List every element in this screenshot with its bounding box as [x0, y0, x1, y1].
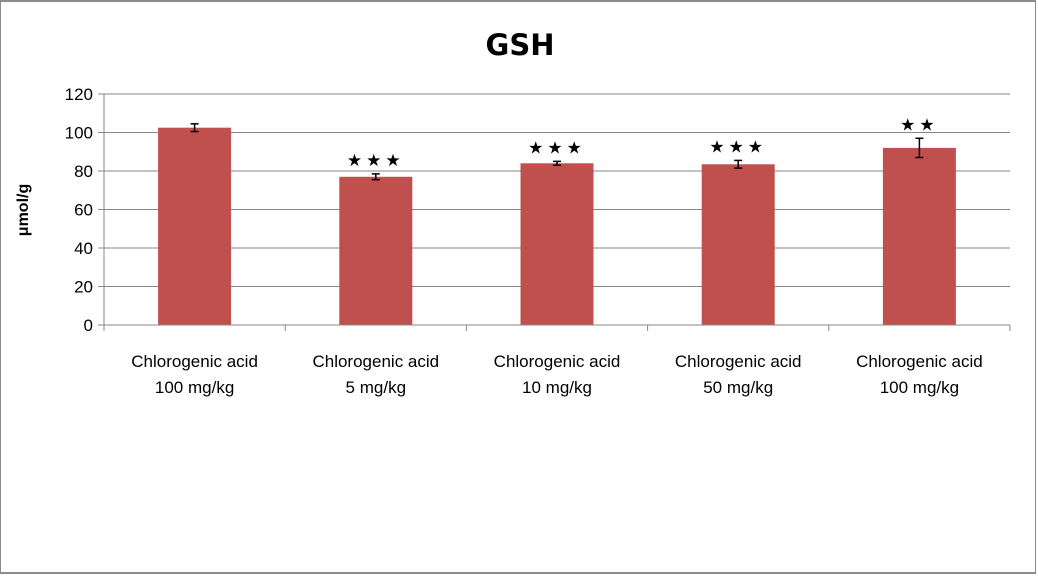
y-tick-label: 120	[65, 85, 93, 104]
bars	[158, 127, 956, 325]
x-category-label: Chlorogenic acid	[494, 352, 621, 371]
y-axis-ticks: 0 20 40 60 80 100 120	[65, 85, 104, 335]
significance-stars: ★★★	[528, 138, 586, 158]
x-category-label: Chlorogenic acid	[856, 352, 983, 371]
y-axis-label: μmol/g	[15, 184, 32, 236]
y-tick-label: 100	[65, 124, 93, 143]
x-category-label: 50 mg/kg	[703, 378, 773, 397]
bar	[882, 147, 956, 325]
bar	[339, 176, 413, 325]
x-category-label: 100 mg/kg	[155, 378, 234, 397]
y-tick-label: 60	[74, 201, 93, 220]
bar	[158, 127, 232, 325]
x-category-label: Chlorogenic acid	[312, 352, 439, 371]
x-category-label: 5 mg/kg	[346, 378, 406, 397]
bar	[701, 164, 775, 325]
significance-stars: ★★★	[709, 137, 767, 157]
x-category-label: Chlorogenic acid	[131, 352, 258, 371]
x-axis	[103, 94, 1011, 331]
significance-stars: ★★	[900, 115, 938, 135]
error-bars	[190, 123, 924, 181]
y-tick-label: 40	[74, 239, 93, 258]
x-category-label: 10 mg/kg	[522, 378, 592, 397]
y-tick-label: 0	[84, 316, 93, 335]
x-category-label: 100 mg/kg	[880, 378, 959, 397]
y-tick-label: 80	[74, 162, 93, 181]
bar	[520, 163, 594, 325]
y-tick-label: 20	[74, 278, 93, 297]
significance-stars: ★★★	[347, 151, 405, 171]
x-axis-category-labels: Chlorogenic acid 100 mg/kg Chlorogenic aci…	[131, 352, 982, 397]
x-category-label: Chlorogenic acid	[675, 352, 802, 371]
gridlines	[104, 93, 1010, 287]
significance-markers: ★★★★★★ ★★★★★	[347, 115, 938, 171]
chart-title: GSH	[486, 28, 555, 62]
